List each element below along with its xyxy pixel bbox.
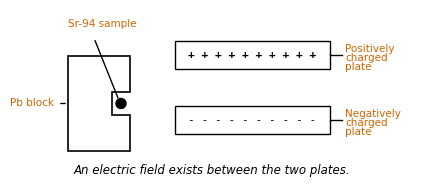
Text: + + + + + + + + + +: + + + + + + + + + +: [188, 50, 317, 60]
Text: plate: plate: [345, 127, 371, 137]
Text: plate: plate: [345, 62, 371, 72]
Circle shape: [116, 98, 126, 108]
Text: charged: charged: [345, 53, 388, 63]
Text: An electric field exists between the two plates.: An electric field exists between the two…: [74, 164, 350, 177]
Text: Positively: Positively: [345, 44, 394, 54]
Text: Sr-94 sample: Sr-94 sample: [68, 19, 137, 29]
Text: Negatively: Negatively: [345, 109, 401, 119]
Text: - - - - - - - - - -: - - - - - - - - - -: [188, 115, 317, 125]
Text: Pb block: Pb block: [10, 98, 54, 108]
Text: charged: charged: [345, 118, 388, 128]
